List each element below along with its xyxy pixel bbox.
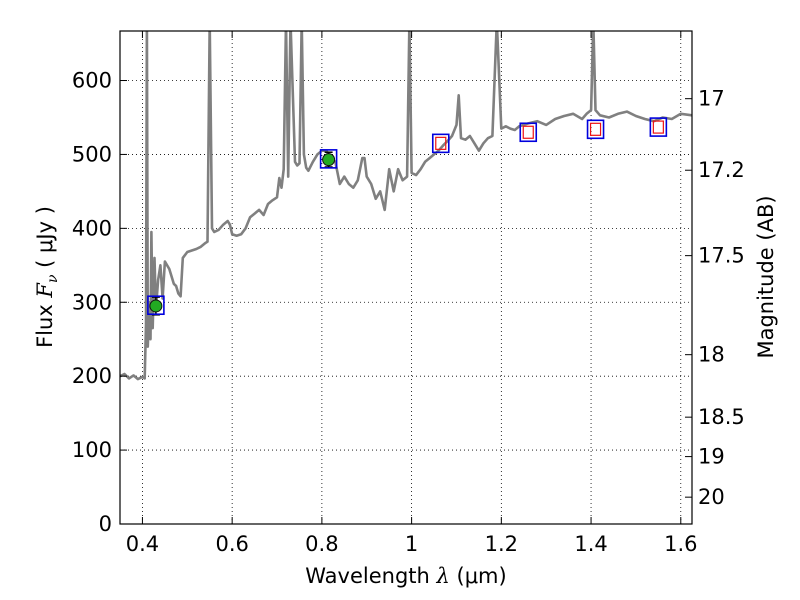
mag-tick-label: 19 — [698, 445, 725, 469]
model-box-inner — [435, 136, 447, 150]
model-box-inner — [522, 125, 534, 139]
series-layer — [120, 31, 692, 381]
y-tick-label: 200 — [72, 364, 112, 388]
mag-tick-label: 18.5 — [698, 405, 745, 429]
y-tick-label: 0 — [99, 512, 112, 536]
model-box — [319, 149, 338, 169]
model-box — [147, 295, 165, 316]
model-box — [431, 133, 450, 154]
x-tick-label: 1.4 — [574, 532, 607, 556]
mag-tick-label: 18 — [698, 343, 725, 367]
y-right-axis-label: Magnitude (AB) — [754, 195, 778, 358]
x-tick-label: 0.6 — [215, 532, 248, 556]
y-tick-label: 500 — [72, 142, 112, 166]
mag-tick-label: 17 — [698, 87, 725, 111]
grid-layer — [120, 31, 692, 524]
x-tick-label: 1.2 — [485, 532, 518, 556]
spectrum-line — [120, 31, 692, 381]
observed-point — [149, 299, 163, 313]
y-axis-label: Flux Fν ( μJy ) — [33, 206, 61, 348]
mag-tick-label: 17.2 — [698, 158, 745, 182]
marker-layer — [147, 117, 668, 316]
x-tick-label: 1.6 — [664, 532, 697, 556]
model-box — [586, 119, 605, 140]
model-box-inner — [589, 122, 602, 136]
mag-tick-label: 20 — [698, 485, 725, 509]
x-tick-label: 0.8 — [305, 532, 338, 556]
plot-frame — [119, 30, 693, 525]
model-box — [649, 117, 668, 137]
observed-point — [322, 153, 336, 167]
x-axis-label: Wavelength λ (μm) — [305, 564, 506, 588]
mag-tick-label: 17.5 — [698, 244, 745, 268]
tick-layer: 0.4 0.6 0.8 1 1.2 1.4 1.6 0 100 200 300 400 500 600 17… — [72, 31, 745, 556]
y-tick-label: 100 — [72, 438, 112, 462]
model-box — [519, 122, 538, 143]
y-tick-label: 300 — [72, 290, 112, 314]
model-box-inner — [652, 120, 664, 134]
x-tick-label: 0.4 — [126, 532, 159, 556]
x-tick-label: 1 — [405, 532, 418, 556]
y-tick-label: 600 — [72, 69, 112, 93]
y-tick-label: 400 — [72, 216, 112, 240]
